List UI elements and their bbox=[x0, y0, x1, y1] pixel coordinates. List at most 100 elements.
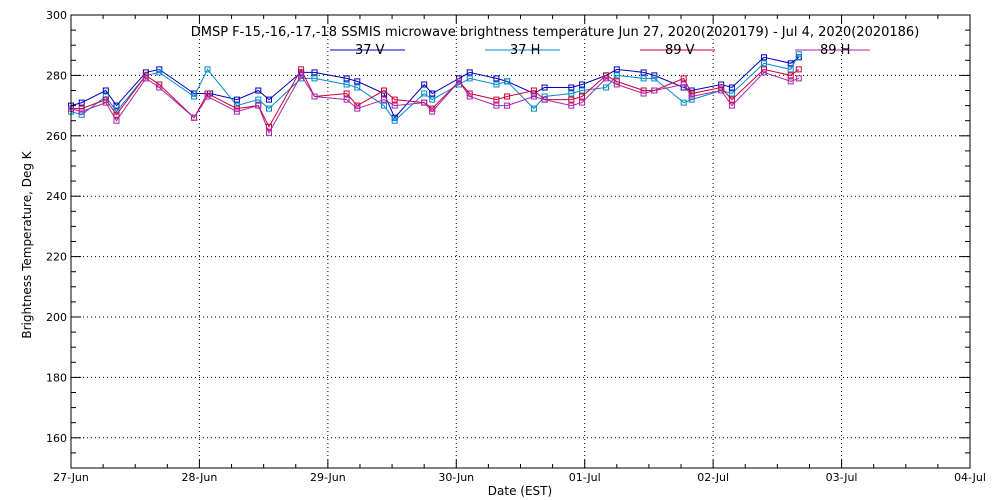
data-point bbox=[343, 75, 350, 82]
data-point bbox=[391, 117, 398, 124]
data-point bbox=[354, 105, 361, 112]
data-point bbox=[493, 75, 500, 82]
y-tick-label: 200 bbox=[46, 311, 67, 324]
data-point bbox=[603, 75, 610, 82]
legend-label: 89 H bbox=[820, 43, 850, 58]
data-point bbox=[530, 105, 537, 112]
data-point bbox=[429, 90, 436, 97]
data-point bbox=[568, 96, 575, 103]
data-point bbox=[651, 87, 658, 94]
series-line bbox=[70, 71, 799, 134]
data-point bbox=[613, 66, 620, 73]
data-point bbox=[640, 69, 647, 76]
x-tick-label: 01-Jul bbox=[569, 471, 601, 484]
chart-title: DMSP F-15,-16,-17,-18 SSMIS microwave br… bbox=[191, 25, 920, 40]
data-point bbox=[688, 93, 695, 100]
legend: 37 V 37 H 89 V 89 H bbox=[330, 43, 870, 58]
data-point bbox=[466, 93, 473, 100]
data-point bbox=[568, 102, 575, 109]
data-point bbox=[421, 90, 428, 97]
data-point bbox=[113, 117, 120, 124]
data-point bbox=[311, 93, 318, 100]
data-point bbox=[651, 75, 658, 82]
data-point bbox=[541, 84, 548, 91]
data-point bbox=[191, 93, 198, 100]
data-point bbox=[728, 90, 735, 97]
data-point bbox=[718, 87, 725, 94]
data-point bbox=[795, 51, 802, 58]
data-point bbox=[391, 96, 398, 103]
data-point bbox=[680, 75, 687, 82]
data-point bbox=[680, 99, 687, 106]
data-point bbox=[381, 102, 387, 109]
x-tick-label: 03-Jul bbox=[826, 471, 858, 484]
data-point bbox=[102, 93, 109, 100]
data-point bbox=[504, 102, 511, 109]
data-point bbox=[680, 81, 687, 88]
data-point bbox=[113, 111, 120, 118]
data-point bbox=[640, 90, 647, 97]
series-line bbox=[70, 54, 800, 122]
data-point bbox=[156, 69, 163, 76]
data-point bbox=[266, 96, 272, 103]
x-tick-label: 27-Jun bbox=[53, 471, 89, 484]
x-tick-label: 28-Jun bbox=[182, 471, 218, 484]
data-point bbox=[78, 111, 85, 118]
legend-label: 37 H bbox=[510, 43, 540, 58]
data-point bbox=[298, 66, 305, 73]
data-point bbox=[787, 72, 794, 79]
data-point bbox=[102, 87, 109, 94]
data-point bbox=[156, 84, 163, 91]
y-axis-title: Brightness Temperature, Deg K bbox=[20, 150, 34, 338]
data-point bbox=[78, 108, 85, 115]
data-point bbox=[142, 75, 149, 82]
x-axis-title: Date (EST) bbox=[488, 484, 552, 498]
data-point bbox=[728, 84, 735, 91]
data-point bbox=[343, 90, 350, 97]
x-tick-label: 02-Jul bbox=[697, 471, 729, 484]
data-point bbox=[530, 87, 537, 94]
data-point bbox=[102, 99, 109, 106]
data-point bbox=[255, 96, 262, 103]
data-point bbox=[568, 84, 575, 91]
data-point bbox=[204, 66, 211, 73]
data-point bbox=[255, 87, 262, 94]
data-point bbox=[343, 96, 350, 103]
data-point bbox=[429, 96, 436, 103]
data-point bbox=[728, 102, 735, 109]
data-point bbox=[613, 72, 620, 79]
x-tick-label: 29-Jun bbox=[310, 471, 346, 484]
data-point bbox=[787, 78, 794, 85]
data-point bbox=[504, 78, 511, 85]
data-point bbox=[391, 102, 398, 109]
data-point bbox=[429, 108, 436, 115]
data-point bbox=[493, 102, 500, 109]
data-point bbox=[421, 81, 428, 88]
legend-item: 37 H bbox=[485, 43, 560, 58]
data-point bbox=[466, 75, 473, 82]
series-89-h bbox=[68, 69, 802, 136]
x-axis: 27-Jun 28-Jun 29-Jun 30-Jun 01-Jul 02-Jul 03-J… bbox=[53, 15, 986, 484]
data-point bbox=[311, 75, 318, 82]
y-axis: 160 180 200 220 240 260 280 300 bbox=[46, 9, 970, 469]
data-point bbox=[78, 99, 85, 106]
data-point bbox=[456, 78, 462, 85]
data-point bbox=[233, 96, 240, 103]
data-point bbox=[761, 69, 767, 76]
y-tick-label: 240 bbox=[46, 190, 67, 203]
data-point bbox=[795, 66, 802, 73]
legend-item: 89 H bbox=[795, 43, 870, 58]
data-point bbox=[541, 96, 548, 103]
data-point bbox=[298, 72, 305, 79]
data-point bbox=[381, 87, 387, 94]
data-point bbox=[493, 81, 500, 88]
data-point bbox=[761, 60, 767, 67]
y-tick-label: 260 bbox=[46, 130, 67, 143]
legend-item: 89 V bbox=[640, 43, 715, 58]
series-line bbox=[70, 56, 800, 119]
data-point bbox=[568, 90, 575, 97]
data-point bbox=[113, 102, 120, 109]
data-point bbox=[354, 84, 361, 91]
data-point bbox=[311, 69, 318, 76]
data-point bbox=[354, 78, 361, 85]
